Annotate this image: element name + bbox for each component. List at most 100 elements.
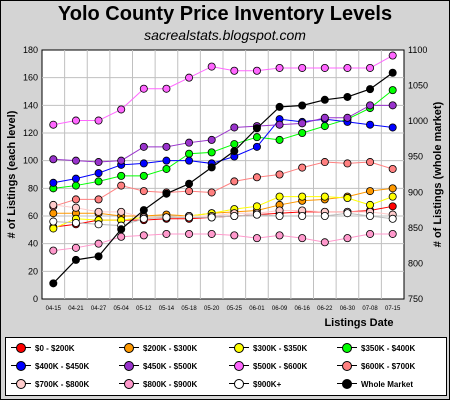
data-point-600k-700k: [343, 159, 352, 168]
data-point-300k-350k: [366, 200, 375, 209]
data-point-400k-450k: [185, 156, 194, 165]
x-tick-label: 05-14: [159, 306, 175, 312]
data-point-700k-800k: [117, 207, 126, 216]
series-line-400k-450k: [53, 118, 393, 184]
data-point-whole-market: [207, 163, 216, 172]
y-right-tick-label: 1100: [408, 45, 427, 55]
legend-item: $350K - $400K: [336, 341, 415, 355]
data-point-whole-market: [185, 179, 194, 188]
data-point-900k: [185, 213, 194, 222]
legend-label: $300K - $350K: [253, 343, 308, 353]
x-axis-title: Listings Date: [324, 317, 393, 329]
y-right-tick-label: 1050: [408, 81, 428, 91]
x-tick-label: 05-04: [114, 306, 130, 312]
series-line-whole-market: [52, 72, 394, 284]
data-point-whole-market: [388, 68, 397, 77]
data-point-300k-350k: [252, 202, 261, 211]
data-point-800k-900k: [275, 231, 284, 240]
data-point-800k-900k: [343, 234, 352, 243]
data-point-600k-700k: [185, 187, 194, 196]
series-line-900k: [53, 212, 393, 227]
legend-marker: [118, 343, 140, 353]
data-point-500k-600k: [185, 73, 194, 82]
data-point-450k-500k: [162, 142, 171, 151]
data-point-600k-700k: [117, 181, 126, 190]
legend-marker: [336, 361, 358, 371]
data-point-450k-500k: [366, 101, 375, 110]
data-point-800k-900k: [162, 229, 171, 238]
data-point-300k-350k: [343, 194, 352, 203]
data-point-900k: [252, 210, 261, 219]
legend-label: $350K - $400K: [361, 343, 416, 353]
y-left-tick-label: 60: [28, 211, 38, 221]
x-tick-label: 04-21: [68, 306, 84, 312]
data-point-900k: [230, 211, 239, 220]
legend-label: $700K - $800K: [35, 379, 90, 389]
legend-item: $700K - $800K: [10, 377, 89, 391]
data-point-500k-600k: [49, 120, 58, 129]
legend-label: $450K - $500K: [143, 361, 198, 371]
data-point-450k-500k: [275, 120, 284, 129]
data-point-450k-500k: [94, 158, 103, 167]
data-point-500k-600k: [117, 105, 126, 114]
data-point-800k-900k: [71, 243, 80, 252]
data-point-500k-600k: [320, 63, 329, 72]
data-point-600k-700k: [320, 158, 329, 167]
data-point-500k-600k: [275, 63, 284, 72]
data-point-900k: [139, 214, 148, 223]
data-point-200k-300k: [366, 187, 375, 196]
data-point-350k-400k: [71, 181, 80, 190]
legend-label: $0 - $200K: [35, 343, 75, 353]
data-point-300k-350k: [320, 192, 329, 201]
data-point-900k: [162, 213, 171, 222]
data-point-350k-400k: [275, 135, 284, 144]
data-point-400k-450k: [366, 120, 375, 129]
data-point-0-200k: [388, 202, 397, 211]
data-point-500k-600k: [252, 66, 261, 75]
data-point-800k-900k: [230, 231, 239, 240]
series-line-300k-350k: [53, 196, 393, 229]
data-point-450k-500k: [117, 156, 126, 165]
data-point-500k-600k: [162, 84, 171, 93]
data-point-900k: [94, 220, 103, 229]
y-left-tick-label: 160: [23, 73, 38, 83]
data-point-whole-market: [230, 147, 239, 156]
y-right-tick-label: 950: [408, 152, 423, 162]
series-line-700k-800k: [53, 204, 393, 218]
data-point-700k-800k: [94, 207, 103, 216]
x-tick-label: 06-09: [272, 306, 288, 312]
data-point-900k: [366, 211, 375, 220]
data-point-900k: [343, 209, 352, 218]
data-point-800k-900k: [185, 229, 194, 238]
y-right-tick-label: 850: [408, 223, 423, 233]
legend-marker: [228, 361, 250, 371]
data-point-800k-900k: [49, 246, 58, 255]
legend-label: $600K - $700K: [361, 361, 416, 371]
data-point-350k-400k: [252, 133, 261, 142]
data-point-300k-350k: [275, 192, 284, 201]
data-point-350k-400k: [117, 171, 126, 180]
x-tick-label: 05-18: [181, 306, 197, 312]
data-point-350k-400k: [230, 140, 239, 149]
data-point-300k-350k: [298, 192, 307, 201]
y-left-tick-label: 0: [33, 294, 38, 304]
legend-label: $800K - $900K: [143, 379, 198, 389]
data-point-350k-400k: [94, 177, 103, 186]
data-point-800k-900k: [252, 234, 261, 243]
data-point-whole-market: [343, 92, 352, 101]
data-point-800k-900k: [388, 229, 397, 238]
data-point-600k-700k: [388, 164, 397, 173]
data-point-350k-400k: [298, 128, 307, 137]
legend-marker: [10, 361, 32, 371]
data-point-800k-900k: [207, 229, 216, 238]
y-left-tick-label: 40: [28, 239, 38, 249]
y-left-tick-label: 120: [23, 128, 38, 138]
data-point-900k: [320, 211, 329, 220]
data-point-600k-700k: [94, 195, 103, 204]
data-point-whole-market: [252, 124, 261, 133]
x-tick-label: 06-01: [249, 306, 265, 312]
data-point-800k-900k: [94, 239, 103, 248]
x-tick-label: 04-15: [46, 306, 62, 312]
data-point-400k-450k: [94, 169, 103, 178]
